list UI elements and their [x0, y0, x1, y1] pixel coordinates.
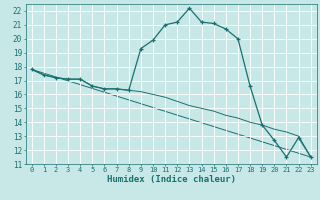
X-axis label: Humidex (Indice chaleur): Humidex (Indice chaleur) [107, 175, 236, 184]
